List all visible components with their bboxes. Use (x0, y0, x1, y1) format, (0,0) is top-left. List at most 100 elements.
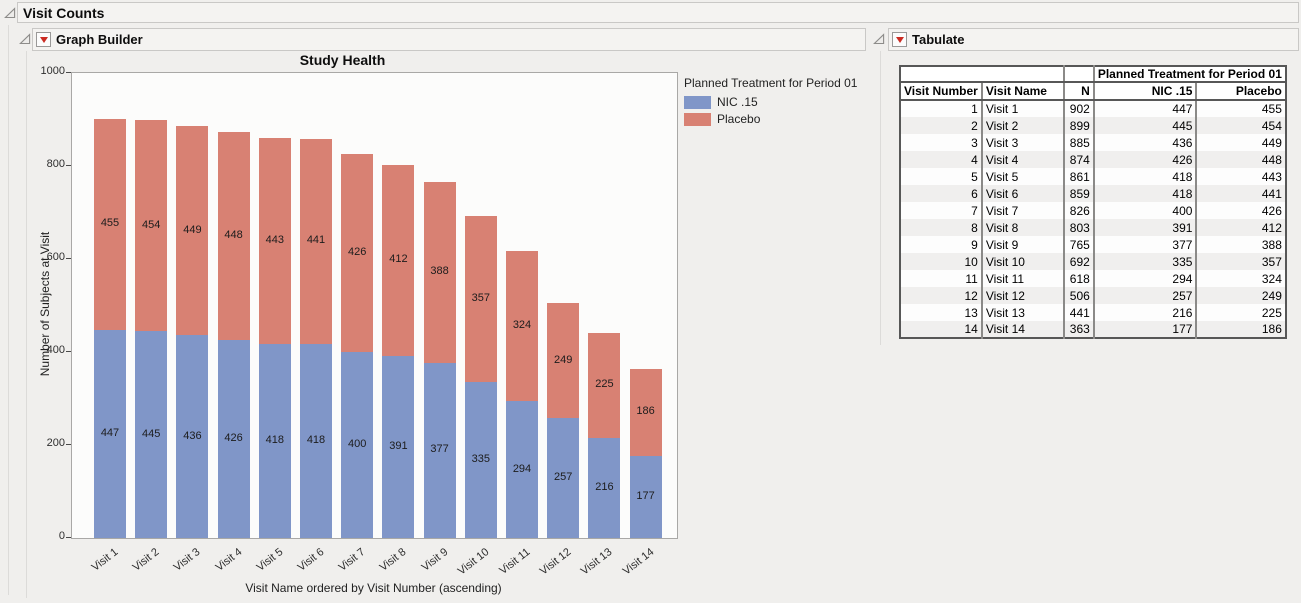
table-row[interactable]: 9 Visit 9 765 377 388 (900, 236, 1286, 253)
table-span-header: Planned Treatment for Period 01 (1092, 66, 1286, 83)
outline-header-visit-counts[interactable]: Visit Counts (17, 2, 1299, 23)
table-row[interactable]: 8 Visit 8 803 391 412 (900, 219, 1286, 236)
bar-segment-visit-7[interactable] (341, 153, 374, 352)
disclosure-triangle-icon[interactable] (4, 6, 16, 24)
y-tick-label: 400 (46, 344, 65, 356)
bar-segment-visit-7[interactable] (341, 352, 374, 538)
bar-segment-visit-4[interactable] (217, 339, 250, 538)
table-cell: Visit 3 (980, 134, 1064, 151)
legend-swatch-icon[interactable] (684, 95, 711, 109)
table-row[interactable]: 12 Visit 12 506 257 249 (900, 287, 1286, 304)
table-cell: 449 (1195, 134, 1286, 151)
y-tick-label: 600 (46, 251, 65, 263)
bar-segment-visit-1[interactable] (94, 330, 126, 538)
table-cell: 443 (1195, 168, 1286, 185)
table-row[interactable]: 3 Visit 3 885 436 449 (900, 134, 1286, 151)
bar-segment-visit-3[interactable] (176, 126, 209, 336)
legend-label: Placebo (717, 112, 761, 126)
table-blank-cell (900, 66, 1064, 83)
table-cell: 186 (1195, 321, 1286, 338)
bar-segment-visit-10[interactable] (464, 216, 497, 383)
table-cell: 391 (1092, 219, 1197, 236)
table-cell: Visit 9 (980, 236, 1064, 253)
y-tick-mark (66, 444, 71, 445)
bar-segment-visit-5[interactable] (258, 137, 291, 344)
bar-segment-visit-9[interactable] (423, 182, 456, 363)
table-row[interactable]: 7 Visit 7 826 400 426 (900, 202, 1286, 219)
table-cell: 441 (1062, 304, 1094, 321)
legend-item[interactable]: NIC .15 (684, 95, 857, 109)
bar-segment-visit-1[interactable] (94, 118, 126, 331)
bar-segment-visit-14[interactable] (629, 369, 662, 456)
bar-segment-visit-14[interactable] (629, 455, 662, 538)
table-cell: 426 (1092, 151, 1197, 168)
table-cell: 412 (1195, 219, 1286, 236)
table-row[interactable]: 14 Visit 14 363 177 186 (900, 321, 1286, 338)
table-cell: 454 (1195, 117, 1286, 134)
disclosure-triangle-icon[interactable] (873, 32, 885, 50)
bar-segment-visit-3[interactable] (176, 335, 209, 538)
table-cell: Visit 11 (980, 270, 1064, 287)
table-cell: 445 (1092, 117, 1197, 134)
bar-segment-visit-2[interactable] (135, 119, 168, 332)
table-cell: 441 (1195, 185, 1286, 202)
outline-connector-line (26, 51, 27, 598)
table-cell: 1 (900, 100, 982, 117)
bar-segment-visit-8[interactable] (382, 356, 415, 538)
bar-segment-visit-11[interactable] (506, 401, 538, 538)
table-cell: 10 (900, 253, 982, 270)
table-row[interactable]: 13 Visit 13 441 216 225 (900, 304, 1286, 321)
legend-item[interactable]: Placebo (684, 112, 857, 126)
table-column-header-row: Visit Number Visit Name N NIC .15 Placebo (900, 82, 1286, 101)
outline-header-graph-builder[interactable]: Graph Builder (32, 28, 866, 51)
bar-segment-visit-6[interactable] (300, 343, 332, 538)
table-row[interactable]: 6 Visit 6 859 418 441 (900, 185, 1286, 202)
chart-legend: Planned Treatment for Period 01 NIC .15 P… (684, 76, 857, 129)
bar-segment-visit-11[interactable] (506, 250, 538, 402)
column-header-nic-15: NIC .15 (1092, 82, 1197, 101)
red-triangle-menu-icon[interactable] (36, 32, 51, 47)
table-cell: 618 (1062, 270, 1094, 287)
table-cell: 861 (1062, 168, 1094, 185)
bar-segment-visit-12[interactable] (547, 418, 580, 538)
bar-segment-visit-13[interactable] (588, 437, 621, 538)
table-cell: 874 (1062, 151, 1094, 168)
legend-label: NIC .15 (717, 95, 758, 109)
bar-segment-visit-10[interactable] (464, 382, 497, 538)
red-triangle-menu-icon[interactable] (892, 32, 907, 47)
bar-segment-visit-13[interactable] (588, 332, 621, 438)
table-cell: 13 (900, 304, 982, 321)
table-row[interactable]: 10 Visit 10 692 335 357 (900, 253, 1286, 270)
bar-segment-visit-9[interactable] (423, 362, 456, 538)
bar-segment-visit-6[interactable] (300, 138, 332, 344)
bar-segment-visit-5[interactable] (258, 343, 291, 538)
outline-connector-line (8, 25, 9, 595)
bar-segment-visit-8[interactable] (382, 164, 415, 357)
table-cell: 447 (1092, 100, 1197, 117)
table-cell: 418 (1092, 185, 1197, 202)
table-cell: Visit 13 (980, 304, 1064, 321)
y-tick-mark (66, 72, 71, 73)
red-triangle-glyph (895, 36, 904, 43)
outline-header-tabulate[interactable]: Tabulate (888, 28, 1299, 51)
table-cell: 692 (1062, 253, 1094, 270)
table-row[interactable]: 2 Visit 2 899 445 454 (900, 117, 1286, 134)
table-cell: 324 (1195, 270, 1286, 287)
table-row[interactable]: 4 Visit 4 874 426 448 (900, 151, 1286, 168)
disclosure-triangle-icon[interactable] (19, 32, 31, 50)
table-row[interactable]: 11 Visit 11 618 294 324 (900, 270, 1286, 287)
table-cell: 902 (1062, 100, 1094, 117)
table-row[interactable]: 5 Visit 5 861 418 443 (900, 168, 1286, 185)
bar-segment-visit-4[interactable] (217, 131, 250, 340)
legend-swatch-icon[interactable] (684, 112, 711, 126)
table-cell: Visit 14 (980, 321, 1064, 338)
column-header-visit-name: Visit Name (980, 82, 1064, 101)
visit-counts-title: Visit Counts (23, 4, 105, 21)
table-cell: Visit 2 (980, 117, 1064, 134)
table-row[interactable]: 1 Visit 1 902 447 455 (900, 100, 1286, 117)
bar-segment-visit-12[interactable] (547, 302, 580, 419)
table-cell: 3 (900, 134, 982, 151)
table-span-header-row: Planned Treatment for Period 01 (900, 66, 1286, 83)
bar-segment-visit-2[interactable] (135, 331, 168, 538)
table-cell: 803 (1062, 219, 1094, 236)
